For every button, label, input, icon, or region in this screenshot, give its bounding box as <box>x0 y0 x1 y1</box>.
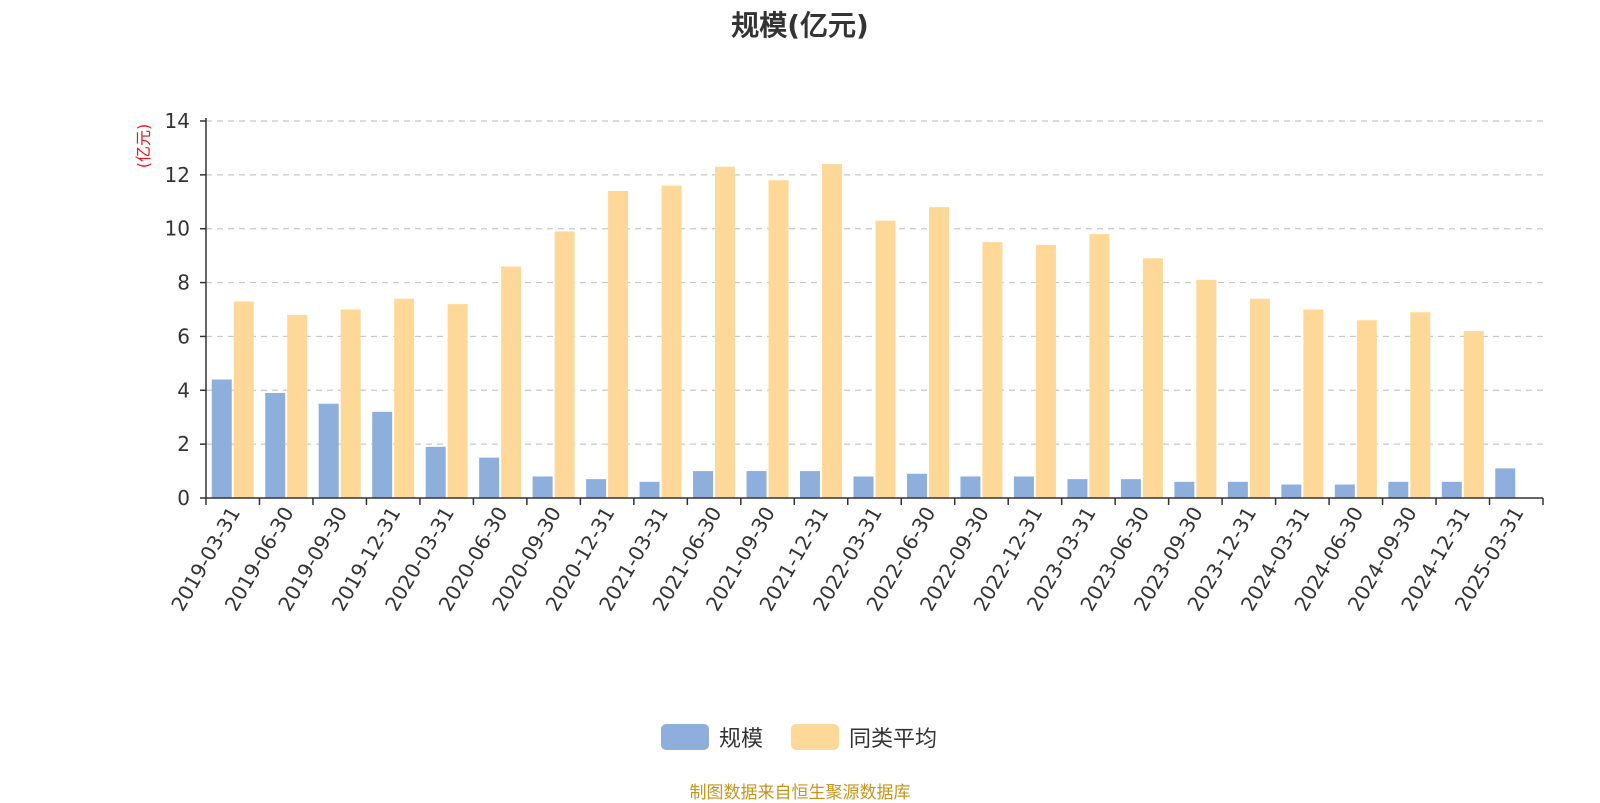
bar-peer-average[interactable] <box>1463 331 1484 498</box>
bar-peer-average[interactable] <box>554 231 575 498</box>
bar-peer-average[interactable] <box>233 301 254 498</box>
bar-scale[interactable] <box>1174 481 1195 498</box>
bar-scale[interactable] <box>265 392 286 498</box>
y-tick-label: 12 <box>165 163 190 187</box>
bar-peer-average[interactable] <box>928 207 949 498</box>
legend[interactable]: 规模 同类平均 <box>661 724 937 752</box>
bar-scale[interactable] <box>1067 479 1088 498</box>
bar-scale[interactable] <box>318 403 339 498</box>
y-tick-label: 0 <box>177 486 190 510</box>
legend-item-scale[interactable]: 规模 <box>661 724 763 752</box>
bar-scale[interactable] <box>586 479 607 498</box>
bar-scale[interactable] <box>1120 479 1141 498</box>
source-note: 制图数据来自恒生聚源数据库 <box>689 783 911 803</box>
bar-scale[interactable] <box>693 471 714 498</box>
bar-scale[interactable] <box>800 471 821 498</box>
bar-peer-average[interactable] <box>1035 244 1056 498</box>
tick-labels: 024681012142019-03-312019-06-302019-09-3… <box>165 109 1529 615</box>
y-tick-label: 2 <box>177 432 190 456</box>
bar-peer-average[interactable] <box>1249 298 1270 498</box>
y-tick-label: 14 <box>165 109 190 133</box>
chart-title: 规模(亿元) <box>731 9 869 42</box>
legend-item-peer-average[interactable]: 同类平均 <box>791 724 937 752</box>
y-tick-label: 10 <box>165 217 190 241</box>
bar-peer-average[interactable] <box>394 298 415 498</box>
bar-peer-average[interactable] <box>822 164 843 499</box>
bar-scale[interactable] <box>639 481 660 498</box>
bar-peer-average[interactable] <box>982 242 1003 498</box>
bar-peer-average[interactable] <box>875 220 896 498</box>
bar-scale[interactable] <box>1388 481 1409 498</box>
bar-peer-average[interactable] <box>340 309 361 499</box>
bar-scale[interactable] <box>906 473 927 498</box>
bar-peer-average[interactable] <box>661 185 682 498</box>
bar-scale[interactable] <box>1227 481 1248 498</box>
y-axis-label: (亿元) <box>134 124 153 169</box>
bar-scale[interactable] <box>960 476 981 498</box>
bar-scale[interactable] <box>211 379 232 498</box>
y-tick-label: 6 <box>177 324 190 348</box>
bar-peer-average[interactable] <box>447 304 468 498</box>
bar-peer-average[interactable] <box>608 191 629 498</box>
bar-scale[interactable] <box>372 411 393 498</box>
bar-peer-average[interactable] <box>501 266 522 498</box>
y-tick-label: 4 <box>177 378 190 402</box>
bars <box>211 164 1516 499</box>
bar-peer-average[interactable] <box>1142 258 1163 498</box>
legend-label: 规模 <box>719 727 763 752</box>
legend-swatch <box>791 724 839 750</box>
bar-scale[interactable] <box>1441 481 1462 498</box>
bar-scale[interactable] <box>1334 484 1355 498</box>
bar-peer-average[interactable] <box>768 180 789 498</box>
bar-scale[interactable] <box>853 476 874 498</box>
bar-peer-average[interactable] <box>1196 279 1217 498</box>
axes <box>200 118 1544 505</box>
legend-label: 同类平均 <box>849 727 937 752</box>
bar-peer-average[interactable] <box>287 314 308 498</box>
legend-swatch <box>661 724 709 750</box>
bar-scale[interactable] <box>479 457 500 498</box>
bar-peer-average[interactable] <box>715 166 736 498</box>
bar-scale[interactable] <box>1495 468 1516 498</box>
bar-scale[interactable] <box>746 471 767 498</box>
bar-scale[interactable] <box>1281 484 1302 498</box>
bar-peer-average[interactable] <box>1410 312 1431 498</box>
bar-scale[interactable] <box>532 476 553 498</box>
y-tick-label: 8 <box>177 271 190 295</box>
bar-peer-average[interactable] <box>1303 309 1324 499</box>
bar-peer-average[interactable] <box>1089 234 1110 498</box>
bar-scale[interactable] <box>425 446 446 498</box>
bar-scale[interactable] <box>1013 476 1034 498</box>
bar-peer-average[interactable] <box>1356 320 1377 498</box>
